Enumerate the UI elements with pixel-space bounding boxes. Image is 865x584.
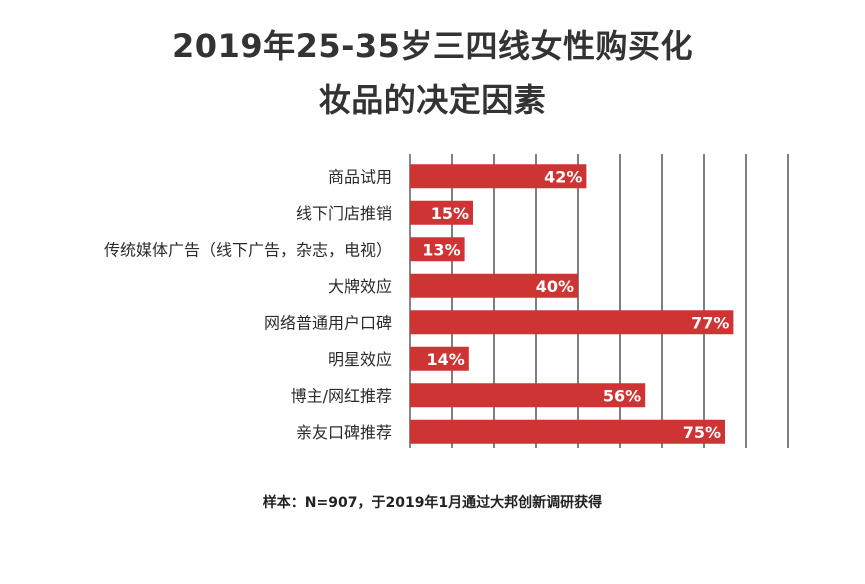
category-label: 博主/网红推荐 — [291, 386, 392, 405]
bar-value-label: 42% — [544, 167, 582, 186]
bar-value-label: 14% — [427, 350, 465, 369]
bar — [410, 310, 734, 335]
bar-value-label: 13% — [422, 240, 460, 259]
bar — [410, 200, 473, 225]
chart-title-line-2: 妆品的决定因素 — [318, 81, 547, 119]
bar-chart: 42% 15% 13% 40% 77% 14% 56% 75% 商品试用线下门店推销传统媒体广… — [104, 154, 789, 448]
bars: 42% 15% 13% 40% 77% 14% 56% 75% — [410, 164, 734, 444]
bar — [410, 419, 725, 444]
chart-title-line-1: 2019年25-35岁三四线女性购买化 — [172, 27, 693, 65]
category-label: 网络普通用户口碑 — [264, 313, 392, 332]
category-label: 传统媒体广告（线下广告，杂志，电视） — [104, 240, 392, 259]
sample-footnote: 样本：N=907，于2019年1月通过大邦创新调研获得 — [262, 495, 603, 511]
category-label: 亲友口碑推荐 — [296, 423, 392, 442]
bar — [410, 237, 465, 262]
bar-value-label: 77% — [691, 313, 729, 332]
bar-value-label: 40% — [536, 277, 574, 296]
bar-value-label: 75% — [683, 423, 721, 442]
bar — [410, 164, 587, 189]
bar — [410, 273, 578, 298]
bar-value-label: 15% — [431, 204, 469, 223]
bar-value-label: 56% — [603, 386, 641, 405]
bar — [410, 346, 469, 371]
category-label: 明星效应 — [328, 350, 392, 369]
bar — [410, 383, 646, 408]
category-label: 商品试用 — [328, 167, 392, 186]
category-label: 大牌效应 — [328, 277, 392, 296]
category-label: 线下门店推销 — [296, 204, 392, 223]
